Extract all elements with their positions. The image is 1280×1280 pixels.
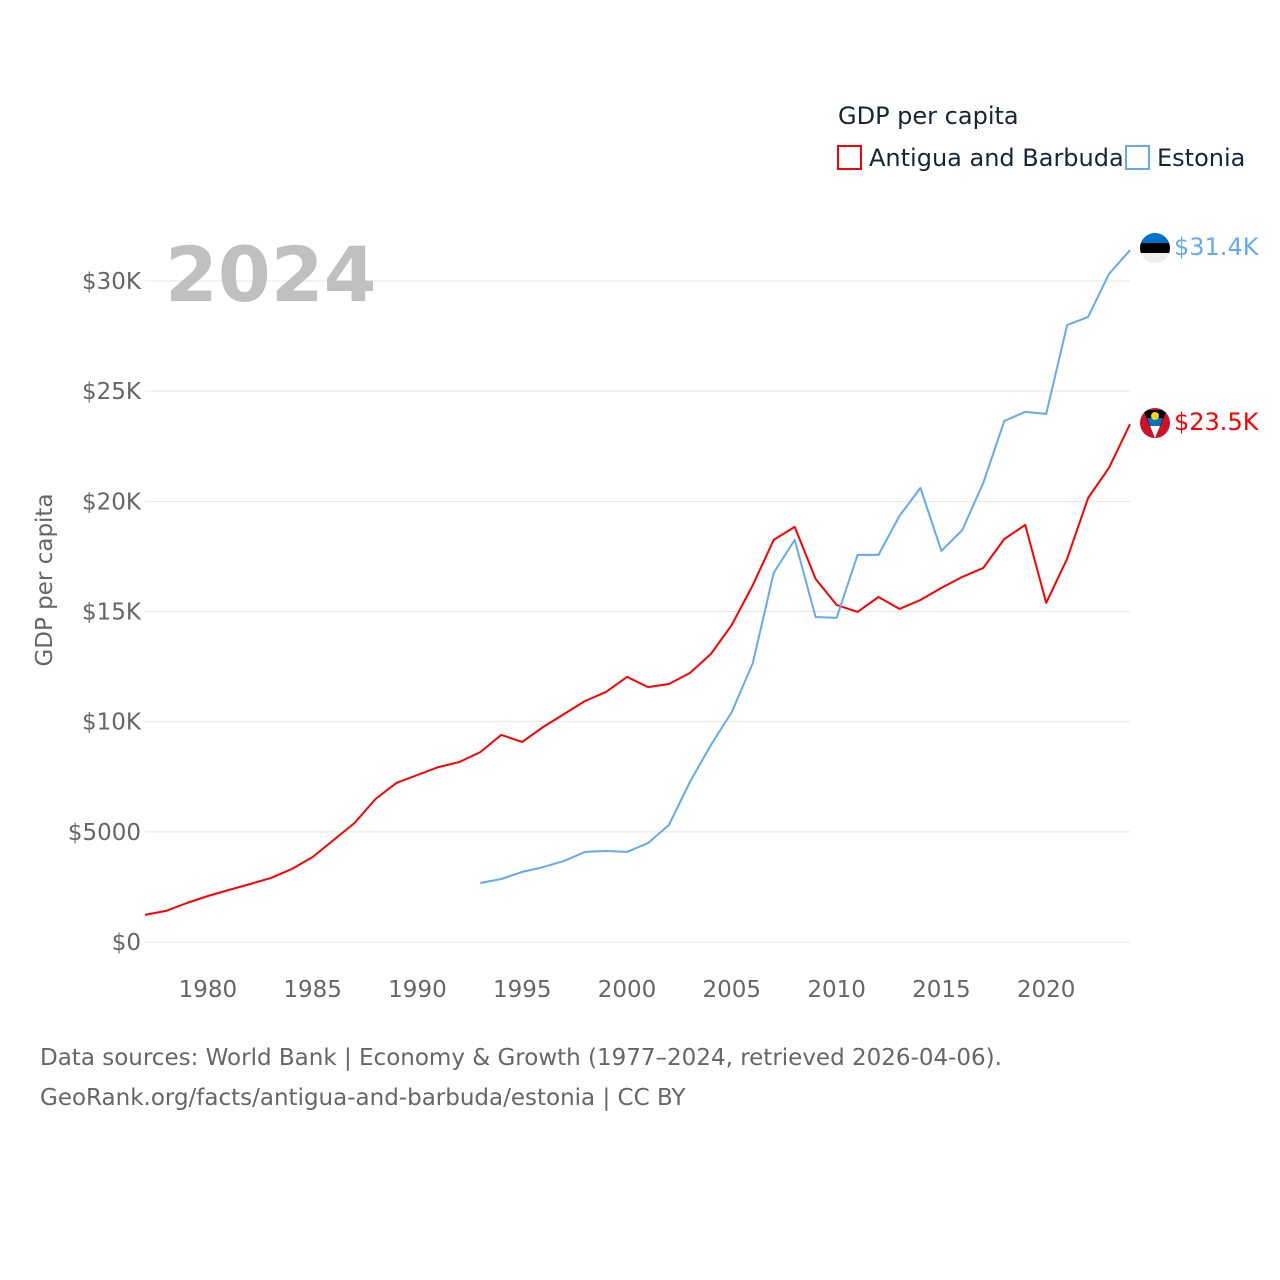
footer-sources: Data sources: World Bank | Economy & Gro… <box>40 1045 1002 1071</box>
x-tick-label: 1985 <box>283 977 342 1003</box>
estonia-flag-icon <box>1140 233 1170 263</box>
series-line-estonia[interactable] <box>480 249 1131 884</box>
series-line-antigua[interactable] <box>144 423 1131 916</box>
end-label-antigua: $23.5K <box>1174 408 1260 436</box>
legend-swatch-estonia <box>1125 145 1150 170</box>
legend-label-estonia: Estonia <box>1157 144 1245 172</box>
y-tick-label: $10K <box>82 710 142 736</box>
end-label-estonia: $31.4K <box>1174 233 1260 261</box>
y-tick-label: $0 <box>112 930 141 956</box>
x-tick-label: 2005 <box>703 977 762 1003</box>
y-tick-label: $15K <box>82 600 142 626</box>
y-axis-label: GDP per capita <box>32 493 58 666</box>
legend-item-estonia[interactable]: Estonia <box>1125 144 1245 172</box>
footer-link[interactable]: GeoRank.org/facts/antigua-and-barbuda/es… <box>40 1085 686 1111</box>
antigua-flag-icon <box>1140 408 1170 438</box>
x-tick-label: 1980 <box>179 977 238 1003</box>
x-tick-label: 1995 <box>493 977 552 1003</box>
x-tick-label: 1990 <box>388 977 447 1003</box>
y-tick-label: $5000 <box>68 820 141 846</box>
x-tick-label: 2015 <box>912 977 971 1003</box>
year-label: 2024 <box>165 230 377 319</box>
legend-item-antigua[interactable]: Antigua and Barbuda <box>837 144 1124 172</box>
y-tick-label: $30K <box>82 269 142 295</box>
y-tick-label: $20K <box>82 489 142 515</box>
x-tick-label: 2000 <box>598 977 657 1003</box>
x-tick-label: 2020 <box>1017 977 1076 1003</box>
legend-title: GDP per capita <box>838 102 1019 130</box>
legend-swatch-antigua <box>837 145 862 170</box>
y-tick-label: $25K <box>82 379 142 405</box>
legend-label-antigua: Antigua and Barbuda <box>869 144 1124 172</box>
x-tick-label: 2010 <box>807 977 866 1003</box>
